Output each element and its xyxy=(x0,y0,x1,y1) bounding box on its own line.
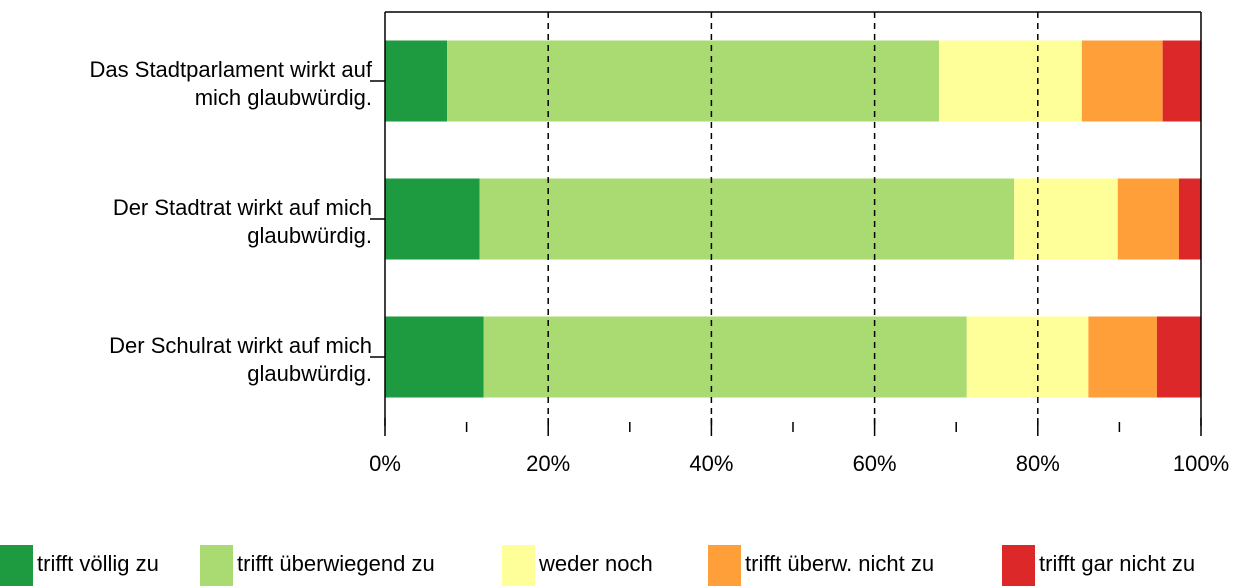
x-tick-label: 20% xyxy=(526,451,570,476)
bar-segment xyxy=(385,316,484,398)
bar-segment xyxy=(1178,178,1201,260)
x-tick-label: 80% xyxy=(1016,451,1060,476)
bar-segment xyxy=(1117,178,1179,260)
category-label: Der Stadtrat wirkt auf mich xyxy=(113,195,372,220)
legend-label: trifft gar nicht zu xyxy=(1039,551,1195,576)
category-label: mich glaubwürdig. xyxy=(195,85,372,110)
bar-segment xyxy=(385,40,448,122)
legend-swatch xyxy=(1002,545,1035,586)
legend-swatch xyxy=(708,545,741,586)
bar-segment xyxy=(1014,178,1118,260)
category-label: Das Stadtparlament wirkt auf xyxy=(90,57,373,82)
legend-swatch xyxy=(0,545,33,586)
category-label: Der Schulrat wirkt auf mich xyxy=(109,333,372,358)
legend-swatch xyxy=(200,545,233,586)
bar-segment xyxy=(966,316,1089,398)
bar-segment xyxy=(447,40,940,122)
legend-label: trifft überw. nicht zu xyxy=(745,551,934,576)
category-label: glaubwürdig. xyxy=(247,361,372,386)
legend-label: trifft überwiegend zu xyxy=(237,551,435,576)
x-tick-label: 0% xyxy=(369,451,401,476)
x-tick-label: 100% xyxy=(1173,451,1229,476)
category-label: glaubwürdig. xyxy=(247,223,372,248)
bar-segment xyxy=(1081,40,1163,122)
bar-segment xyxy=(479,178,1015,260)
legend-label: trifft völlig zu xyxy=(37,551,159,576)
bar-segment xyxy=(1162,40,1201,122)
legend-swatch xyxy=(502,545,535,586)
x-tick-label: 60% xyxy=(853,451,897,476)
bar-segment xyxy=(483,316,967,398)
legend-label: weder noch xyxy=(538,551,653,576)
x-tick-label: 40% xyxy=(689,451,733,476)
bar-segment xyxy=(1156,316,1201,398)
bar-segment xyxy=(939,40,1082,122)
bar-segment xyxy=(1088,316,1157,398)
bar-segment xyxy=(385,178,480,260)
